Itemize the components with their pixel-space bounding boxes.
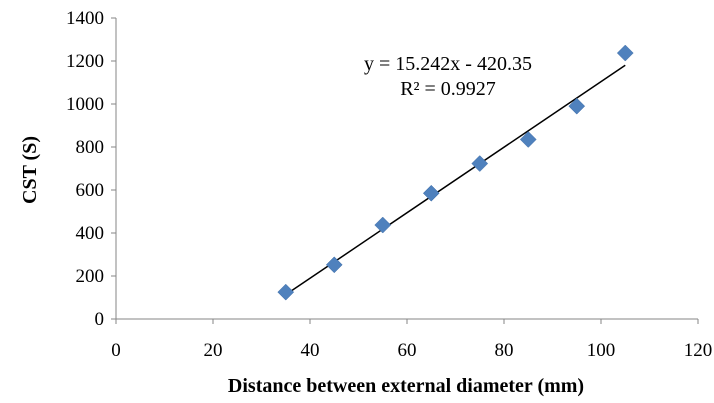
data-point [519,131,537,148]
y-tick-label: 600 [76,180,105,201]
data-points [277,44,634,301]
y-tick-label: 1200 [66,51,104,72]
data-point [471,155,489,172]
y-tick-label: 200 [76,266,105,287]
y-tick-label: 0 [95,309,105,330]
y-tick-label: 400 [76,223,105,244]
trendline [285,64,626,296]
data-point [616,44,634,62]
y-tick-label: 1400 [66,8,104,29]
trendline-equation: y = 15.242x - 420.35 [364,53,532,75]
x-tick-label: 100 [587,340,616,361]
data-point [277,283,295,301]
data-point [568,97,586,115]
y-tick-label: 800 [76,137,105,158]
x-tick-label: 0 [111,340,121,361]
x-axis-title: Distance between external diameter (mm) [228,375,584,397]
data-point [374,216,392,234]
data-point [325,256,343,274]
tick-labels: 0 200 400 600 800 1000 1200 1400 0 20 40 60 80 100 120 [66,8,712,361]
axes [111,17,699,324]
y-tick-label: 1000 [66,94,104,115]
y-axis-title: CST (S) [19,136,41,204]
x-tick-label: 120 [684,340,713,361]
x-tick-label: 40 [301,340,320,361]
x-tick-label: 20 [204,340,223,361]
data-point [422,184,440,202]
x-tick-label: 80 [495,340,514,361]
x-tick-label: 60 [398,340,417,361]
trendline-r-squared: R² = 0.9927 [400,78,496,100]
